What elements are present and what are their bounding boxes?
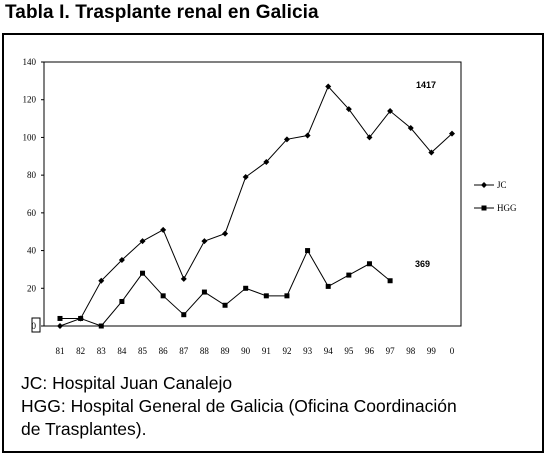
- data-point-hgg: [366, 261, 372, 267]
- data-point-jc: [222, 230, 229, 237]
- data-point-hgg: [346, 272, 352, 278]
- data-point-jc: [263, 158, 270, 165]
- x-tick-label: 88: [200, 346, 210, 356]
- data-point-hgg: [160, 293, 166, 299]
- x-tick-label: 82: [76, 346, 85, 356]
- y-tick-label: 100: [23, 132, 37, 142]
- data-point-hgg: [305, 248, 311, 254]
- x-tick-label: 95: [344, 346, 354, 356]
- y-tick-label: 0: [32, 321, 37, 331]
- x-tick-label: 85: [138, 346, 148, 356]
- data-point-jc: [201, 238, 208, 245]
- data-point-hgg: [119, 298, 125, 304]
- data-point-hgg: [140, 270, 146, 276]
- data-point-hgg: [284, 293, 290, 299]
- data-point-hgg: [78, 315, 84, 321]
- total-label-jc: 1417: [416, 80, 436, 90]
- data-point-hgg: [263, 293, 269, 299]
- x-tick-label: 83: [97, 346, 107, 356]
- x-tick-label: 93: [303, 346, 313, 356]
- data-point-hgg: [387, 278, 393, 284]
- legend-marker-hgg: [481, 205, 487, 211]
- series-line-hgg: [60, 249, 391, 327]
- data-point-jc: [283, 136, 290, 143]
- data-point-jc: [325, 83, 332, 90]
- plot-area: [43, 61, 462, 327]
- data-point-jc: [98, 277, 105, 284]
- x-tick-label: 87: [179, 346, 189, 356]
- data-point-jc: [345, 106, 352, 113]
- x-tick-label: 90: [241, 346, 251, 356]
- y-tick-label: 80: [27, 170, 37, 180]
- x-tick-label: 98: [406, 346, 416, 356]
- data-point-jc: [387, 108, 394, 115]
- caption: JC: Hospital Juan Canalejo HGG: Hospital…: [21, 372, 457, 441]
- y-tick-label: 60: [27, 208, 37, 218]
- caption-line-jc: JC: Hospital Juan Canalejo: [21, 373, 233, 393]
- y-zero-box: [31, 317, 41, 333]
- legend-label-hgg: HGG: [497, 203, 517, 213]
- series-line-jc: [59, 85, 453, 327]
- x-tick-label: 89: [221, 346, 231, 356]
- data-point-hgg: [201, 289, 207, 295]
- x-tick-label: 86: [159, 346, 169, 356]
- y-tick-label: 120: [23, 95, 37, 105]
- x-tick-label: 96: [365, 346, 375, 356]
- data-point-jc: [180, 275, 187, 282]
- x-tick-label: 92: [282, 346, 291, 356]
- table-title: Tabla I. Trasplante renal en Galicia: [5, 2, 319, 23]
- y-tick-label: 20: [27, 283, 37, 293]
- x-tick-label: 0: [450, 346, 455, 356]
- y-tick-label: 40: [27, 246, 37, 256]
- total-label-hgg: 369: [415, 259, 430, 269]
- data-point-hgg: [325, 283, 331, 289]
- legend-marker-jc: [481, 182, 487, 188]
- x-tick-label: 81: [56, 346, 65, 356]
- data-point-jc: [428, 149, 435, 156]
- data-point-jc: [366, 134, 373, 141]
- data-point-jc: [160, 226, 167, 233]
- chart-frame: [2, 33, 544, 453]
- data-point-hgg: [243, 285, 249, 291]
- x-tick-label: 94: [324, 346, 334, 356]
- caption-line-hgg-cont: de Trasplantes).: [21, 419, 147, 439]
- data-point-hgg: [57, 315, 63, 321]
- y-tick-label: 140: [23, 57, 37, 67]
- data-point-jc: [407, 125, 414, 131]
- data-point-jc: [242, 174, 249, 181]
- x-tick-label: 97: [386, 346, 396, 356]
- data-point-jc: [449, 130, 455, 137]
- legend-label-jc: JC: [497, 180, 507, 190]
- caption-line-hgg: HGG: Hospital General de Galicia (Oficin…: [21, 396, 457, 416]
- data-point-jc: [118, 257, 125, 263]
- x-tick-label: 84: [117, 346, 127, 356]
- data-point-hgg: [222, 302, 228, 308]
- data-point-jc: [304, 132, 311, 139]
- data-point-hgg: [98, 323, 104, 329]
- data-point-jc: [139, 238, 146, 245]
- x-tick-label: 91: [262, 346, 271, 356]
- data-point-jc: [57, 323, 63, 329]
- x-tick-label: 99: [427, 346, 437, 356]
- data-point-hgg: [181, 312, 187, 318]
